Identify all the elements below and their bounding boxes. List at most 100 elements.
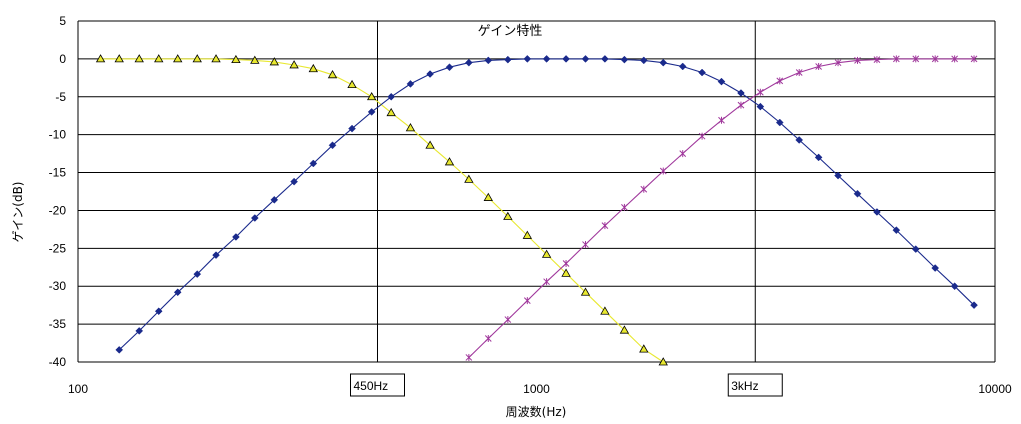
data-point-triangle xyxy=(619,325,630,334)
data-point-diamond xyxy=(426,70,434,78)
data-point-diamond xyxy=(620,55,629,64)
data-point-diamond xyxy=(853,189,862,198)
data-point-diamond xyxy=(523,55,532,63)
data-point-diamond xyxy=(795,136,804,144)
data-point-asterisk xyxy=(484,335,492,343)
data-point-diamond xyxy=(367,108,376,116)
grid xyxy=(77,20,996,363)
series-line-3 xyxy=(468,58,974,358)
annotation-label: 450Hz xyxy=(353,379,388,393)
x-tick-label: 10000 xyxy=(978,382,1012,396)
x-tick-label: 1000 xyxy=(523,382,550,396)
data-point-diamond xyxy=(834,171,842,180)
data-point-diamond xyxy=(698,68,706,77)
data-point-asterisk xyxy=(776,77,784,85)
data-point-diamond xyxy=(639,56,648,65)
data-point-asterisk xyxy=(834,59,842,67)
data-point-asterisk xyxy=(737,101,745,109)
x-axis-label: 周波数(Hz) xyxy=(506,404,567,419)
data-point-triangle xyxy=(444,157,455,166)
data-point-triangle xyxy=(464,174,474,183)
data-point-asterisk xyxy=(815,62,822,70)
y-tick-label: -20 xyxy=(49,203,67,217)
data-point-diamond xyxy=(173,288,182,297)
data-point-triangle xyxy=(95,54,106,63)
data-point-asterisk xyxy=(698,132,706,140)
data-point-asterisk xyxy=(504,316,512,324)
markers xyxy=(95,54,978,366)
annotation-box xyxy=(727,373,783,397)
data-point-asterisk xyxy=(640,185,648,193)
data-point-diamond xyxy=(135,327,144,335)
data-point-diamond xyxy=(950,282,959,291)
data-point-triangle xyxy=(134,54,144,63)
data-point-diamond xyxy=(465,58,473,67)
data-point-asterisk xyxy=(659,167,667,175)
data-point-triangle xyxy=(250,55,260,64)
data-point-diamond xyxy=(309,159,318,168)
data-point-triangle xyxy=(327,69,338,79)
data-point-asterisk xyxy=(931,55,939,63)
data-point-asterisk xyxy=(465,353,473,361)
data-point-asterisk xyxy=(970,55,978,63)
data-point-asterisk xyxy=(601,222,609,230)
y-tick-label: 0 xyxy=(59,52,66,66)
data-point-diamond xyxy=(387,92,396,101)
y-tick-label: -25 xyxy=(49,241,67,255)
data-point-diamond xyxy=(911,245,920,253)
data-point-diamond xyxy=(250,214,259,222)
data-point-triangle xyxy=(308,63,318,73)
data-point-asterisk xyxy=(543,278,550,286)
data-point-asterisk xyxy=(582,241,589,249)
data-point-diamond xyxy=(814,153,823,162)
y-tick-label: 5 xyxy=(59,14,66,28)
data-point-asterisk xyxy=(892,55,900,63)
data-point-triangle xyxy=(289,60,299,69)
data-point-diamond xyxy=(212,251,220,260)
data-point-triangle xyxy=(561,268,571,277)
data-point-diamond xyxy=(737,89,745,97)
data-point-triangle xyxy=(522,230,533,239)
data-point-triangle xyxy=(192,54,202,63)
data-point-diamond xyxy=(659,58,668,67)
data-point-diamond xyxy=(756,102,765,111)
data-point-diamond xyxy=(270,195,279,204)
y-tick-label: -30 xyxy=(49,279,67,293)
x-tick-label: 100 xyxy=(68,382,88,396)
data-point-diamond xyxy=(503,55,512,64)
chart-title: ゲイン特性 xyxy=(478,24,543,39)
data-point-diamond xyxy=(717,77,726,86)
data-point-triangle xyxy=(386,107,396,117)
data-point-triangle xyxy=(154,54,164,63)
y-tick-label: -40 xyxy=(49,355,67,369)
data-point-triangle xyxy=(173,54,183,63)
data-point-asterisk xyxy=(679,150,687,158)
data-point-diamond xyxy=(290,177,298,186)
data-point-triangle xyxy=(114,54,124,63)
data-point-asterisk xyxy=(621,203,628,211)
data-point-diamond xyxy=(581,55,590,63)
data-point-diamond xyxy=(970,301,978,310)
y-axis-label: ゲイン(dB) xyxy=(11,182,25,243)
y-tick-label: -15 xyxy=(49,166,67,180)
data-point-triangle xyxy=(658,357,668,366)
y-tick-label: -5 xyxy=(55,90,66,104)
y-tick-label: -35 xyxy=(49,317,67,331)
data-point-diamond xyxy=(601,55,609,63)
data-point-diamond xyxy=(542,55,551,63)
data-point-triangle xyxy=(503,211,513,220)
series-line-2 xyxy=(118,58,975,351)
data-point-triangle xyxy=(425,140,435,149)
data-point-asterisk xyxy=(795,69,803,77)
data-point-triangle xyxy=(366,91,377,101)
data-point-diamond xyxy=(445,63,454,72)
data-point-asterisk xyxy=(757,88,764,96)
data-point-diamond xyxy=(154,307,163,316)
data-point-diamond xyxy=(348,124,356,133)
data-point-diamond xyxy=(406,80,415,88)
data-point-asterisk xyxy=(854,56,861,64)
data-point-asterisk xyxy=(523,297,531,305)
annotations: 450Hz 3kHz xyxy=(349,373,783,397)
data-point-triangle xyxy=(600,306,610,315)
